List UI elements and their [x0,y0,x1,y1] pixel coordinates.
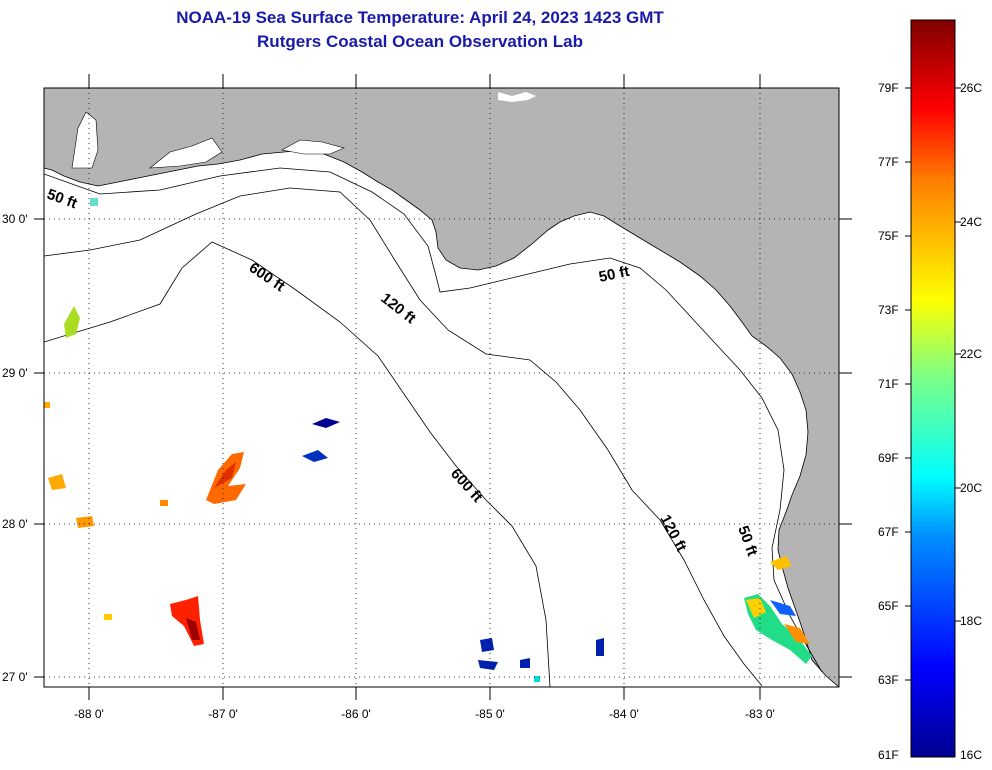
colorbar [910,19,956,758]
lon-tick-label: -86 0' [341,707,371,721]
sst-patches [44,198,812,682]
colorbar-f-label: 73F [878,303,899,317]
colorbar-f-label: 67F [878,525,899,539]
colorbar-f-label: 63F [878,673,899,687]
colorbar-f-label: 71F [878,377,899,391]
axis-ticks [34,74,852,700]
lat-tick-label: 28 0' [2,517,28,531]
contour-120ft [44,187,763,687]
lat-tick-label: 27 0' [2,670,28,684]
colorbar-c-label: 18C [960,614,983,628]
colorbar-f-label: 77F [878,155,899,169]
colorbar-f-label: 79F [878,81,899,95]
lon-tick-label: -84 0' [609,707,639,721]
map-subtitle: Rutgers Coastal Ocean Observation Lab [257,32,583,51]
colorbar-f-label: 61F [878,748,899,762]
lon-tick-label: -88 0' [74,707,104,721]
bay-mobile [71,111,99,169]
lake-shape [498,92,536,102]
lat-tick-label: 30 0' [2,212,28,226]
lon-tick-label: -85 0' [475,707,505,721]
bay-pensacola [149,137,223,169]
land-florida [44,88,839,687]
colorbar-c-label: 26C [960,81,983,95]
colorbar-c-label: 20C [960,481,983,495]
colorbar-f-label: 69F [878,451,899,465]
lon-tick-label: -87 0' [208,707,238,721]
map-title: NOAA-19 Sea Surface Temperature: April 2… [176,8,664,27]
contour-600ft [44,241,551,687]
colorbar-f-label: 75F [878,229,899,243]
bay-choctawhatchee [281,139,345,155]
colorbar-c-label: 24C [960,215,983,229]
map-border [43,87,840,688]
colorbar-c-label: 22C [960,347,983,361]
colorbar-f-label: 65F [878,599,899,613]
colorbar-ticks [905,87,961,681]
lon-tick-label: -83 0' [745,707,775,721]
contour-50ft [44,167,823,673]
lat-tick-label: 29 0' [2,366,28,380]
colorbar-c-label: 16C [960,748,983,762]
contour-label-50-east: 50 ft [597,263,631,286]
